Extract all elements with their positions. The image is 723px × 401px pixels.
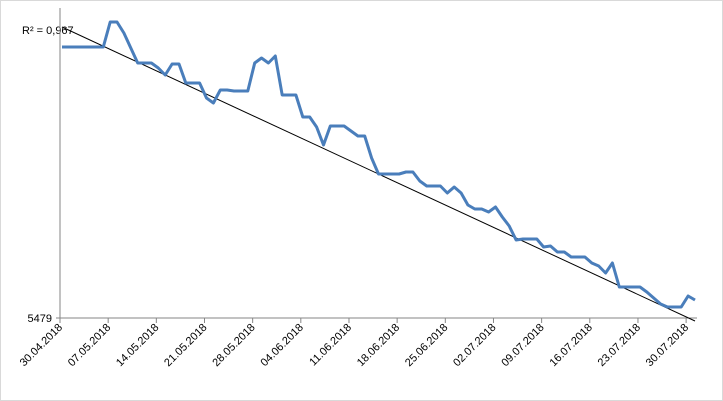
data-line xyxy=(62,20,696,309)
trendline-annotation: R² = 0,967 xyxy=(22,25,74,37)
y-tick-label: 5479 xyxy=(28,313,52,325)
